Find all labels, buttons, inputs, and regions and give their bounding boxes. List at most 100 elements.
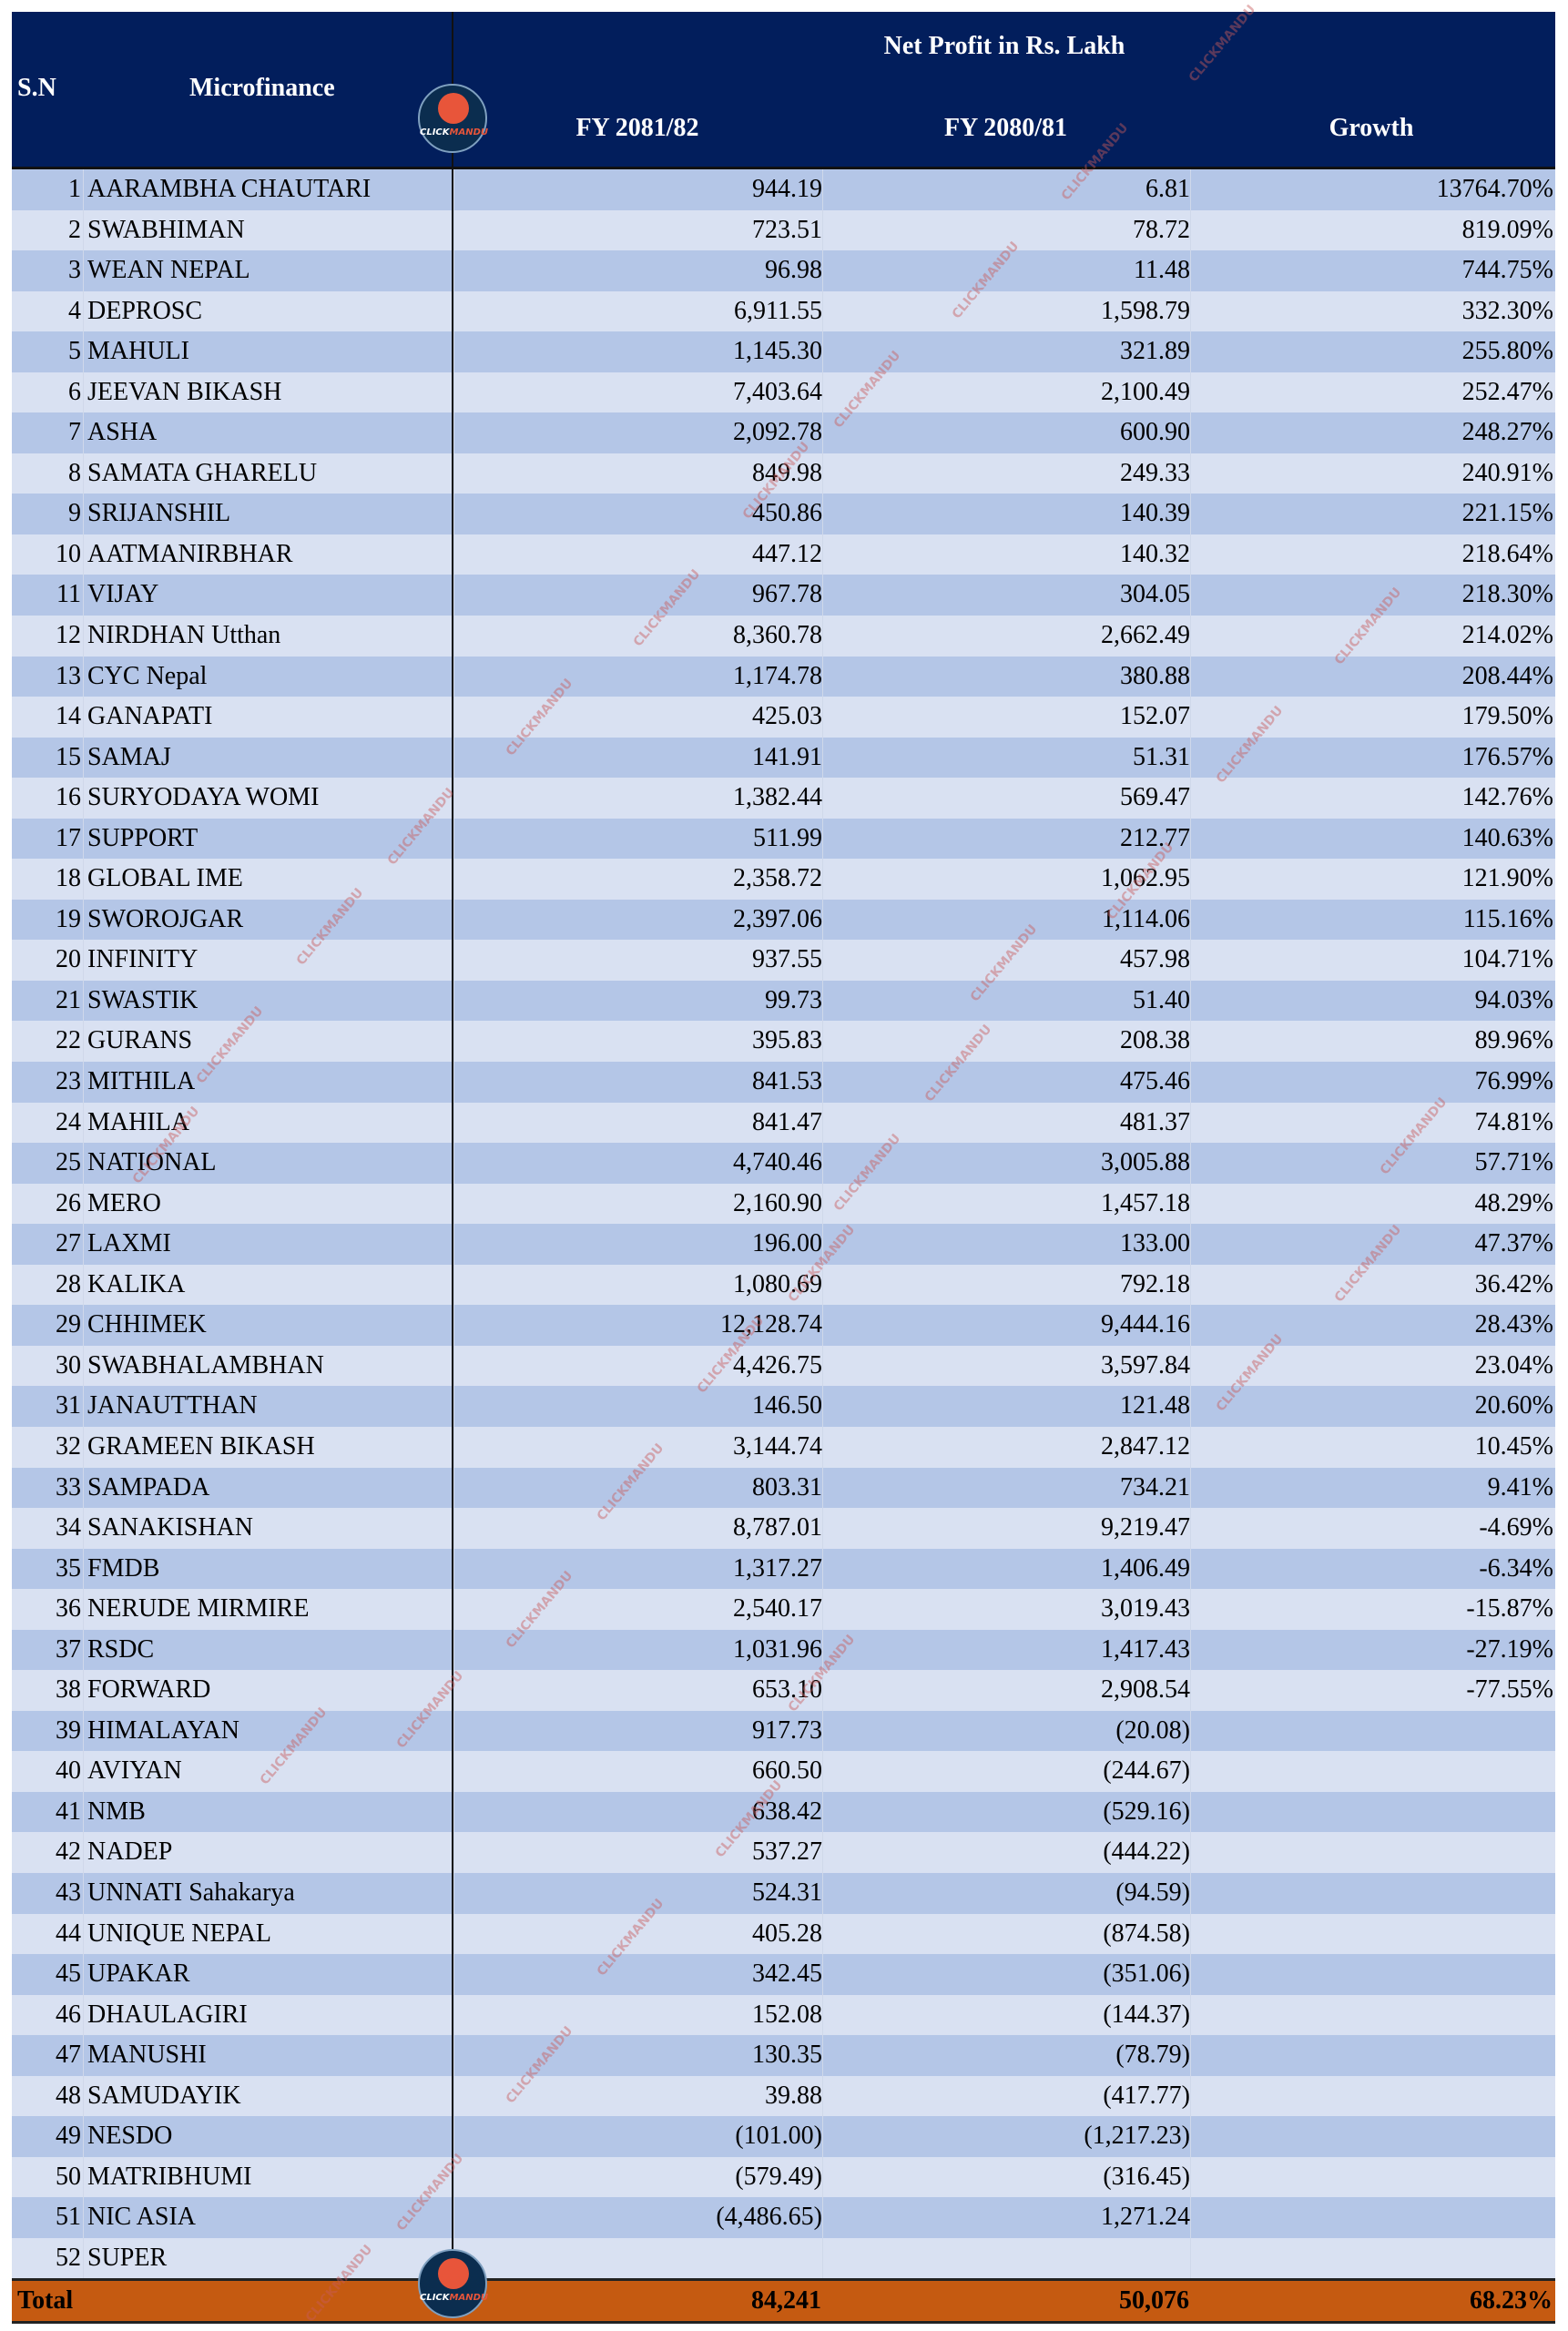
table-row: 25 NATIONAL 4,740.46 3,005.88 57.71% <box>12 1143 1555 1184</box>
cell-divider <box>83 980 84 1022</box>
header-fy-previous: FY 2080/81 <box>943 114 1068 142</box>
table-row: 46 DHAULAGIRI 152.08 (144.37) <box>12 1994 1555 2036</box>
row-fy-previous: 1,457.18 <box>822 1183 1190 1225</box>
row-microfinance: SURYODAYA WOMI <box>87 783 320 812</box>
row-sn: 1 <box>68 175 81 203</box>
cell-divider <box>83 1426 84 1468</box>
table-row: 39 HIMALAYAN 917.73 (20.08) <box>12 1710 1555 1752</box>
row-fy-previous: 212.77 <box>822 818 1190 860</box>
row-growth <box>1190 2237 1553 2279</box>
row-fy-previous: (316.45) <box>822 2156 1190 2198</box>
row-sn: 12 <box>56 621 81 650</box>
header-fy-current: FY 2081/82 <box>575 114 699 142</box>
row-growth: 47.37% <box>1190 1224 1553 1265</box>
row-fy-current: 405.28 <box>453 1913 822 1955</box>
cell-divider <box>83 940 84 981</box>
row-fy-previous: 6.81 <box>822 169 1190 210</box>
cell-divider <box>83 1589 84 1630</box>
row-sn: 24 <box>56 1107 81 1136</box>
row-sn: 26 <box>56 1188 81 1217</box>
row-fy-current: 7,403.64 <box>453 372 822 413</box>
total-fy-previous: 50,076 <box>1119 2286 1189 2316</box>
table-row: 51 NIC ASIA (4,486.65) 1,271.24 <box>12 2197 1555 2238</box>
row-growth <box>1190 1710 1553 1752</box>
cell-divider <box>83 453 84 494</box>
row-fy-previous: 457.98 <box>822 940 1190 981</box>
table-row: 11 VIJAY 967.78 304.05 218.30% <box>12 575 1555 616</box>
row-microfinance: GURANS <box>87 1026 193 1055</box>
row-growth: -6.34% <box>1190 1548 1553 1590</box>
row-growth: 121.90% <box>1190 859 1553 900</box>
table-row: 34 SANAKISHAN 8,787.01 9,219.47 -4.69% <box>12 1508 1555 1549</box>
cell-divider <box>83 412 84 453</box>
table-row: 30 SWABHALAMBHAN 4,426.75 3,597.84 23.04% <box>12 1345 1555 1387</box>
table-row: 9 SRIJANSHIL 450.86 140.39 221.15% <box>12 494 1555 534</box>
cell-divider <box>83 494 84 534</box>
row-fy-current: 96.98 <box>453 250 822 291</box>
row-fy-previous: 2,662.49 <box>822 616 1190 657</box>
table-row: 29 CHHIMEK 12,128.74 9,444.16 28.43% <box>12 1305 1555 1346</box>
row-sn: 28 <box>56 1269 81 1298</box>
row-fy-previous: 3,019.43 <box>822 1589 1190 1630</box>
row-growth <box>1190 2156 1553 2198</box>
row-sn: 6 <box>68 377 81 406</box>
row-sn: 41 <box>56 1797 81 1826</box>
table-row: 7 ASHA 2,092.78 600.90 248.27% <box>12 412 1555 453</box>
row-growth: 48.29% <box>1190 1183 1553 1225</box>
row-microfinance: SWOROJGAR <box>87 904 244 933</box>
cell-divider <box>83 1954 84 1995</box>
row-fy-previous: 249.33 <box>822 453 1190 494</box>
row-growth: 208.44% <box>1190 656 1553 697</box>
row-growth: 218.64% <box>1190 534 1553 575</box>
total-fy-current: 84,241 <box>751 2286 821 2316</box>
row-growth: 819.09% <box>1190 209 1553 251</box>
table-row: 42 NADEP 537.27 (444.22) <box>12 1832 1555 1873</box>
table-row: 41 NMB 638.42 (529.16) <box>12 1791 1555 1833</box>
row-growth <box>1190 1832 1553 1873</box>
table-row: 50 MATRIBHUMI (579.49) (316.45) <box>12 2156 1555 2198</box>
row-fy-previous: 600.90 <box>822 412 1190 453</box>
row-sn: 27 <box>56 1229 81 1258</box>
clickmandu-logo-bottom: CLICKMANDU <box>418 2249 488 2318</box>
row-growth <box>1190 1751 1553 1792</box>
table-row: 22 GURANS 395.83 208.38 89.96% <box>12 1021 1555 1063</box>
row-growth: 94.03% <box>1190 980 1553 1022</box>
row-growth: 74.81% <box>1190 1102 1553 1144</box>
row-fy-current: 146.50 <box>453 1386 822 1427</box>
row-microfinance: NERUDE MIRMIRE <box>87 1594 310 1624</box>
row-growth: 214.02% <box>1190 616 1553 657</box>
row-growth: 142.76% <box>1190 778 1553 819</box>
row-sn: 48 <box>56 2081 81 2110</box>
hand-pointer-icon <box>438 2258 469 2289</box>
row-sn: 42 <box>56 1837 81 1867</box>
row-fy-previous: (20.08) <box>822 1710 1190 1752</box>
row-fy-current: 3,144.74 <box>453 1426 822 1468</box>
table-row: 40 AVIYAN 660.50 (244.67) <box>12 1751 1555 1792</box>
row-growth: -15.87% <box>1190 1589 1553 1630</box>
row-fy-previous: 133.00 <box>822 1224 1190 1265</box>
table-row: 14 GANAPATI 425.03 152.07 179.50% <box>12 697 1555 738</box>
row-sn: 9 <box>68 499 81 528</box>
cell-divider <box>83 1710 84 1752</box>
total-label: Total <box>17 2286 74 2316</box>
row-sn: 46 <box>56 2000 81 2029</box>
row-fy-current: 196.00 <box>453 1224 822 1265</box>
row-fy-current: 1,031.96 <box>453 1629 822 1671</box>
row-sn: 51 <box>56 2203 81 2232</box>
row-fy-previous: (351.06) <box>822 1954 1190 1995</box>
row-fy-previous: (529.16) <box>822 1791 1190 1833</box>
cell-divider <box>83 1508 84 1549</box>
row-microfinance: SAMPADA <box>87 1472 210 1501</box>
clickmandu-logo: CLICKMANDU <box>418 84 488 153</box>
row-fy-previous: 3,005.88 <box>822 1143 1190 1184</box>
row-fy-previous: (444.22) <box>822 1832 1190 1873</box>
row-microfinance: DHAULAGIRI <box>87 2000 248 2029</box>
row-fy-current: 8,360.78 <box>453 616 822 657</box>
header-net-profit-group: Net Profit in Rs. Lakh <box>883 32 1125 60</box>
table-row: 33 SAMPADA 803.31 734.21 9.41% <box>12 1467 1555 1509</box>
row-fy-current: 653.10 <box>453 1670 822 1711</box>
row-sn: 19 <box>56 904 81 933</box>
row-fy-current: 6,911.55 <box>453 290 822 332</box>
row-fy-previous: 51.31 <box>822 737 1190 779</box>
cell-divider <box>83 534 84 575</box>
